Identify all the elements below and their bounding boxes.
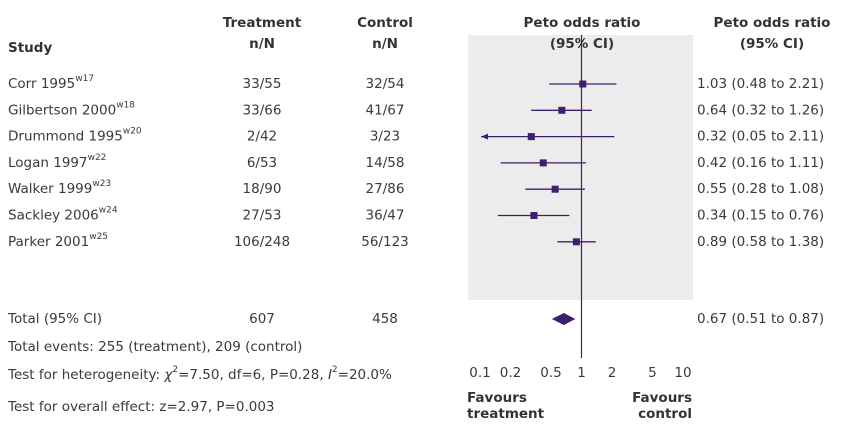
overall-effect: Test for overall effect: z=2.97, P=0.003 <box>7 399 275 415</box>
study-name: Drummond 1995w20 <box>8 126 142 145</box>
point-estimate <box>558 106 566 114</box>
study-name: Sackley 2006w24 <box>8 205 118 224</box>
point-estimate <box>527 133 535 141</box>
control: 458 <box>372 311 398 327</box>
x-tick-label: 0.5 <box>540 365 561 381</box>
point-estimate <box>530 212 538 219</box>
treatment: 33/66 <box>243 102 282 118</box>
ci-label: 0.89 (0.58 to 1.38) <box>697 234 824 250</box>
x-tick-label: 2 <box>608 365 617 381</box>
total-events: Total events: 255 (treatment), 209 (cont… <box>7 339 302 355</box>
het-sup: 2 <box>172 365 178 375</box>
study-ref: w23 <box>92 179 111 189</box>
study-ref: w24 <box>99 205 118 215</box>
control: 3/23 <box>370 129 400 145</box>
het-text: Test for heterogeneity: <box>7 367 164 383</box>
point-estimate <box>572 238 580 246</box>
study-ref: w25 <box>89 231 108 241</box>
study-label: Parker 2001 <box>8 234 89 250</box>
point-estimate <box>539 159 547 167</box>
header-control: n/N <box>372 36 398 52</box>
het-i: I <box>328 367 332 383</box>
treatment: 33/55 <box>243 76 282 92</box>
point-estimate <box>579 80 587 88</box>
study-name: Gilbertson 2000w18 <box>8 100 135 119</box>
control: 36/47 <box>366 208 405 224</box>
control: 27/86 <box>366 181 405 197</box>
control: 41/67 <box>366 102 405 118</box>
treatment: 18/90 <box>243 181 282 197</box>
plot-panel <box>468 35 693 300</box>
favours-right: Favours <box>632 390 692 406</box>
total-diamond <box>551 313 576 325</box>
header-treatment: Treatment <box>223 15 302 31</box>
header-control: Control <box>357 15 413 31</box>
header-study: Study <box>8 40 52 56</box>
het-sup: 2 <box>332 365 338 375</box>
study-name: Total (95% CI) <box>7 311 102 327</box>
favours-left: treatment <box>467 406 545 422</box>
control: 32/54 <box>366 76 405 92</box>
het-chi: χ <box>163 367 173 383</box>
x-tick-label: 0.1 <box>469 365 490 381</box>
favours-right: control <box>638 406 692 422</box>
study-label: Sackley 2006 <box>8 208 99 224</box>
study-label: Corr 1995 <box>8 76 75 92</box>
study-name: Logan 1997w22 <box>8 152 106 171</box>
treatment: 2/42 <box>247 129 277 145</box>
ci-label: 0.42 (0.16 to 1.11) <box>697 155 824 171</box>
het-text: =20.0% <box>338 367 392 383</box>
study-label: Drummond 1995 <box>8 129 123 145</box>
heterogeneity: Test for heterogeneity: χ2=7.50, df=6, P… <box>7 365 392 384</box>
treatment: 106/248 <box>234 234 290 250</box>
study-ref: w18 <box>116 100 135 110</box>
study-ref: w17 <box>75 74 94 84</box>
study-name: Corr 1995w17 <box>8 74 94 93</box>
header-ci: Peto odds ratio <box>714 15 831 31</box>
favours-left: Favours <box>467 390 527 406</box>
study-label: Gilbertson 2000 <box>8 102 116 118</box>
point-estimate <box>551 185 559 193</box>
x-tick-label: 0.2 <box>500 365 521 381</box>
study-ref: w22 <box>88 152 107 162</box>
ci-label: 0.34 (0.15 to 0.76) <box>697 208 824 224</box>
ci-label: 0.32 (0.05 to 2.11) <box>697 129 824 145</box>
control: 14/58 <box>366 155 405 171</box>
treatment: 6/53 <box>247 155 277 171</box>
x-tick-label: 10 <box>674 365 691 381</box>
ci-label: 0.67 (0.51 to 0.87) <box>697 311 824 327</box>
study-label: Walker 1999 <box>8 181 92 197</box>
x-tick-label: 1 <box>577 365 586 381</box>
header-plot: Peto odds ratio <box>524 15 641 31</box>
header-treatment: n/N <box>249 36 275 52</box>
study-ref: w20 <box>123 126 142 136</box>
ci-arrow <box>481 133 488 140</box>
study-name: Parker 2001w25 <box>8 231 108 250</box>
het-text: =7.50, df=6, P=0.28, <box>178 367 328 383</box>
ci-label: 1.03 (0.48 to 2.21) <box>697 76 824 92</box>
ci-label: 0.55 (0.28 to 1.08) <box>697 181 824 197</box>
ci-label: 0.64 (0.32 to 1.26) <box>697 102 824 118</box>
study-label: Total (95% CI) <box>7 311 102 327</box>
treatment: 27/53 <box>243 208 282 224</box>
study-name: Walker 1999w23 <box>8 179 111 198</box>
study-label: Logan 1997 <box>8 155 88 171</box>
x-tick-label: 5 <box>648 365 657 381</box>
control: 56/123 <box>361 234 409 250</box>
header-ci: (95% CI) <box>740 36 804 52</box>
treatment: 607 <box>249 311 275 327</box>
